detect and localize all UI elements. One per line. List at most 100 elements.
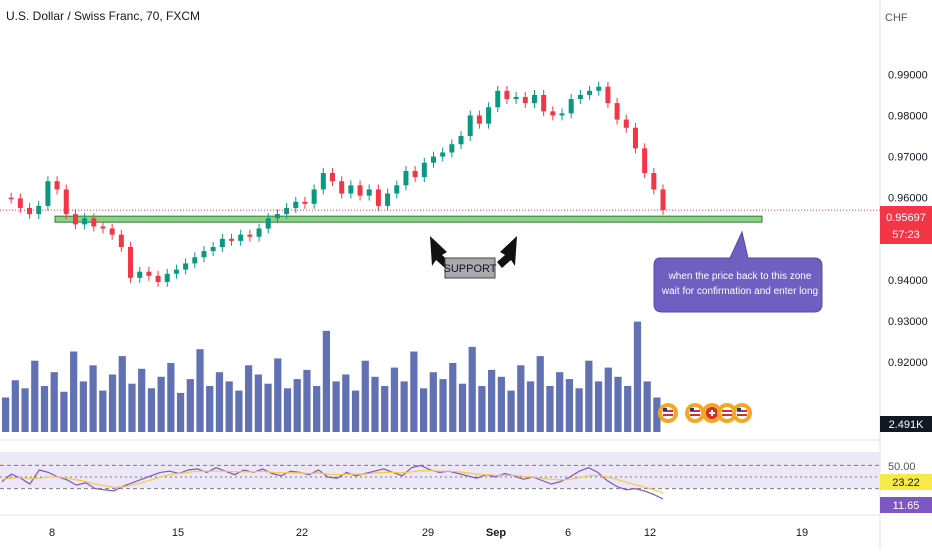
price-candle (82, 218, 88, 225)
volume-bar (342, 374, 350, 432)
price-candle (100, 226, 106, 229)
volume-bar (245, 365, 253, 432)
price-candle (568, 99, 574, 114)
price-candle (146, 271, 152, 276)
volume-bar (147, 388, 156, 432)
volume-bar (322, 330, 330, 432)
currency-label: CHF (885, 12, 908, 24)
rsi-ma-value: 23.22 (892, 477, 920, 489)
support-label-box (444, 257, 496, 279)
price-candle (449, 144, 455, 153)
time-tick-label: 6 (565, 527, 571, 539)
rsi-tag (880, 497, 932, 513)
rsi-ma-tag (880, 474, 932, 490)
volume-bar (138, 368, 146, 432)
volume-bar (517, 365, 525, 432)
price-candle (651, 173, 657, 190)
time-tick-label: Sep (486, 527, 506, 539)
volume-bar (449, 363, 457, 432)
price-tick-label: 0.93000 (888, 316, 928, 328)
price-candle (72, 214, 78, 225)
price-candle (293, 201, 299, 208)
price-candle (596, 86, 602, 91)
price-candle (339, 181, 345, 194)
price-candle (375, 189, 381, 206)
price-tick-label: 0.92000 (888, 357, 928, 369)
price-candle (421, 162, 427, 178)
volume-bar (283, 388, 292, 432)
volume-bar (274, 358, 282, 432)
volume-bar (371, 376, 379, 432)
support-arrow-right (497, 236, 517, 268)
volume-bars (2, 321, 661, 432)
price-candle (486, 107, 492, 124)
time-tick-label: 15 (172, 527, 184, 539)
price-candle (192, 257, 198, 264)
price-candle (164, 273, 170, 282)
volume-bar (536, 356, 544, 432)
volume-bar (118, 356, 126, 432)
price-candle (229, 238, 235, 241)
volume-bar (429, 372, 437, 432)
volume-bar (351, 390, 360, 432)
price-tick-label: 0.99000 (888, 69, 928, 81)
price-candle (430, 156, 436, 163)
volume-bar (497, 376, 505, 432)
price-candle (128, 247, 134, 278)
volume-bar (381, 386, 389, 432)
price-candle (17, 198, 23, 208)
volume-bar (653, 397, 661, 432)
volume-tag (880, 416, 932, 432)
price-candle (504, 90, 510, 99)
current-price-label: 0.95697 (886, 212, 926, 224)
price-candle (366, 189, 372, 196)
price-candle (412, 170, 418, 178)
price-tick-label: 0.96000 (888, 193, 928, 205)
volume-bar (293, 379, 301, 432)
volume-bar (70, 351, 78, 432)
price-candle (632, 127, 638, 149)
volume-bar (21, 388, 29, 432)
volume-bar (468, 346, 476, 432)
price-candle (541, 94, 547, 112)
countdown-label: 57:23 (892, 229, 920, 241)
support-zone[interactable] (54, 215, 763, 223)
volume-bar (410, 351, 418, 432)
price-candle (495, 90, 501, 108)
volume-bar (31, 360, 39, 432)
event-icons[interactable] (658, 403, 752, 423)
price-candle (577, 94, 583, 99)
volume-bar (2, 397, 10, 432)
callout-box (653, 230, 823, 313)
price-candle (201, 251, 207, 258)
price-candle (36, 205, 42, 215)
volume-value: 2.491K (889, 419, 925, 431)
volume-bar (585, 360, 593, 432)
price-candle (550, 111, 556, 116)
volume-bar (624, 386, 632, 432)
support-label: SUPPORT (444, 263, 497, 275)
volume-bar (254, 374, 262, 432)
volume-bar (488, 369, 496, 432)
price-candle (605, 86, 611, 104)
volume-bar (439, 379, 447, 432)
time-tick-label: 8 (49, 527, 55, 539)
price-candle (238, 234, 244, 241)
volume-bar (235, 390, 243, 432)
price-candle (210, 247, 216, 252)
volume-bar (50, 372, 58, 432)
time-tick-label: 12 (644, 527, 656, 539)
callout-line-2: wait for confirmation and enter long (661, 286, 818, 297)
price-candle (660, 189, 666, 210)
price-candle (623, 119, 629, 128)
volume-bar (478, 386, 486, 432)
price-candle (137, 271, 143, 278)
volume-bar (361, 360, 369, 432)
volume-bar (264, 383, 272, 432)
volume-bar (526, 381, 535, 432)
price-candle (531, 94, 537, 104)
price-candle (642, 148, 648, 173)
volume-bar (215, 372, 224, 432)
